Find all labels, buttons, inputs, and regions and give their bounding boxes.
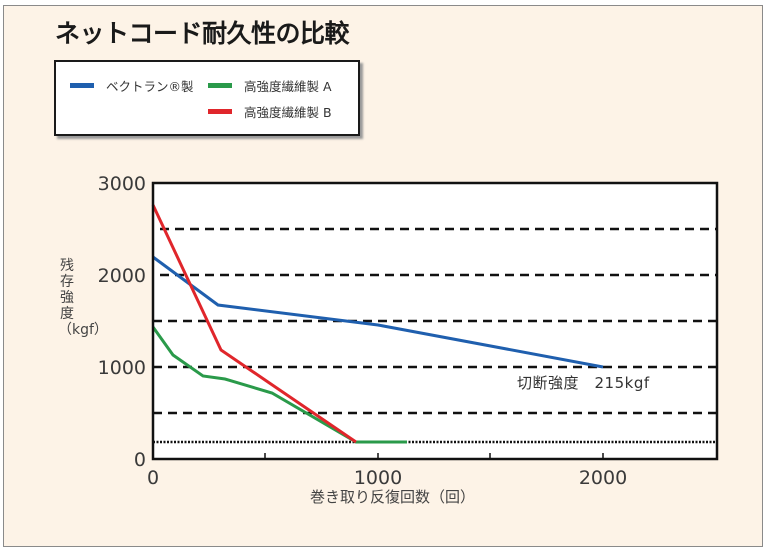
x-tick-label: 1000 <box>354 467 402 489</box>
y-axis-label: 残存強度（kgf） <box>58 258 108 338</box>
legend-swatch-red <box>208 109 232 114</box>
y-tick-label: 2000 <box>98 265 146 287</box>
x-axis-label: 巻き取り反復回数（回） <box>310 488 476 506</box>
legend-item-vectran: ベクトラン®製 <box>70 76 194 95</box>
series-fiber-b-line <box>151 204 357 444</box>
legend-label: 高強度繊維製 A <box>244 79 332 94</box>
series-vectran-line <box>152 255 604 369</box>
legend-swatch-blue <box>70 83 94 88</box>
legend: ベクトラン®製 高強度繊維製 A 高強度繊維製 B <box>54 60 360 136</box>
plot-border <box>151 181 719 461</box>
x-tick-label: 0 <box>147 467 159 489</box>
x-tick-label: 2000 <box>579 467 627 489</box>
legend-label: ベクトラン®製 <box>106 79 194 94</box>
legend-item-fiber-b: 高強度繊維製 B <box>208 102 332 121</box>
chart-title: ネットコード耐久性の比較 <box>55 19 350 48</box>
y-tick-label: 3000 <box>98 173 146 195</box>
y-tick-label: 1000 <box>98 357 146 379</box>
legend-label: 高強度繊維製 B <box>244 105 332 120</box>
cutoff-annotation: 切断強度 215kgf <box>517 374 650 392</box>
legend-item-fiber-a: 高強度繊維製 A <box>208 76 332 95</box>
legend-swatch-green <box>208 83 232 88</box>
y-tick-label: 0 <box>134 449 146 471</box>
plot-background <box>153 183 717 459</box>
